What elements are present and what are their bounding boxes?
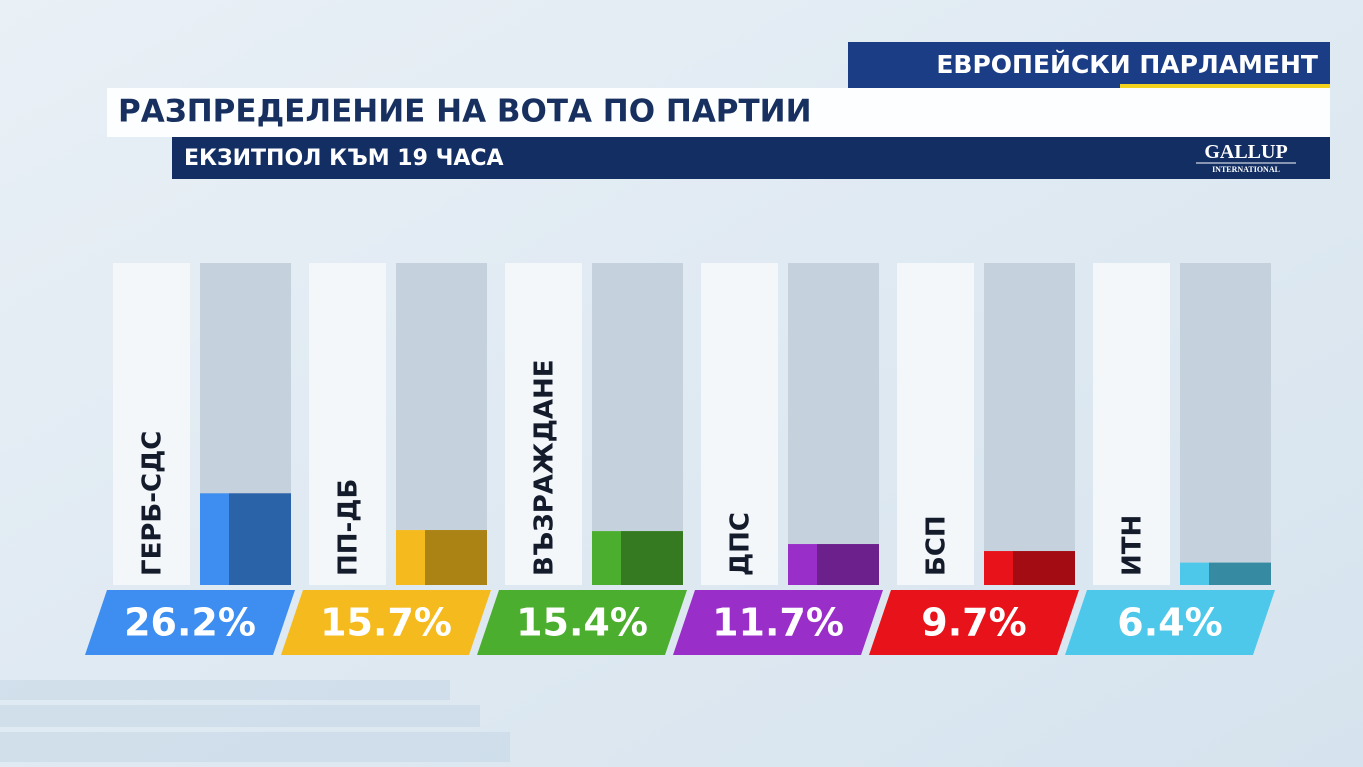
- category-label: ИТН: [1118, 515, 1148, 576]
- bar-track: [984, 263, 1075, 585]
- label-column: [1093, 263, 1170, 585]
- subtitle-box: [172, 137, 1330, 179]
- bar-shade: [621, 531, 683, 585]
- bar-track: [788, 263, 879, 585]
- bar-shade: [1013, 551, 1075, 585]
- value-label-box: [85, 590, 295, 655]
- value-label: 15.7%: [320, 601, 452, 645]
- bar: [592, 531, 683, 585]
- value-label: 6.4%: [1117, 601, 1222, 645]
- value-label-box: [1065, 590, 1275, 655]
- label-column: [701, 263, 778, 585]
- bar: [200, 493, 291, 585]
- subtitle: ЕКЗИТПОЛ КЪМ 19 ЧАСА: [184, 146, 504, 171]
- chart-title: РАЗПРЕДЕЛЕНИЕ НА ВОТА ПО ПАРТИИ: [118, 94, 812, 130]
- value-label-box: [869, 590, 1079, 655]
- value-label: 11.7%: [712, 601, 844, 645]
- logo: GALLUP: [1204, 141, 1287, 163]
- value-label-box: [477, 590, 687, 655]
- decoration: [0, 680, 510, 762]
- label-column: [309, 263, 386, 585]
- value-label: 26.2%: [124, 601, 256, 645]
- category-label: ВЪЗРАЖДАНЕ: [530, 359, 560, 576]
- value-label-box: [281, 590, 491, 655]
- category-label: ДПС: [726, 512, 756, 576]
- category-label: ГЕРБ-СДС: [138, 431, 168, 576]
- bar-shade: [229, 493, 291, 585]
- title-box: [107, 88, 1330, 137]
- label-column: [505, 263, 582, 585]
- value-label: 15.4%: [516, 601, 648, 645]
- label-column: [113, 263, 190, 585]
- bar-shade: [1209, 562, 1271, 585]
- bar-shade: [425, 530, 487, 585]
- bar: [788, 544, 879, 585]
- section-box: [848, 42, 1330, 88]
- section-accent: [1120, 84, 1330, 89]
- bar-shade: [817, 544, 879, 585]
- bar: [396, 530, 487, 585]
- bar: [984, 551, 1075, 585]
- bar: [1180, 562, 1271, 585]
- value-label: 9.7%: [921, 601, 1026, 645]
- bar-track: [1180, 263, 1271, 585]
- category-label: БСП: [922, 515, 952, 576]
- section-title: ЕВРОПЕЙСКИ ПАРЛАМЕНТ: [936, 50, 1318, 79]
- label-column: [897, 263, 974, 585]
- logo-sub: INTERNATIONAL: [1212, 165, 1280, 174]
- category-label: ПП-ДБ: [334, 479, 364, 576]
- value-label-box: [673, 590, 883, 655]
